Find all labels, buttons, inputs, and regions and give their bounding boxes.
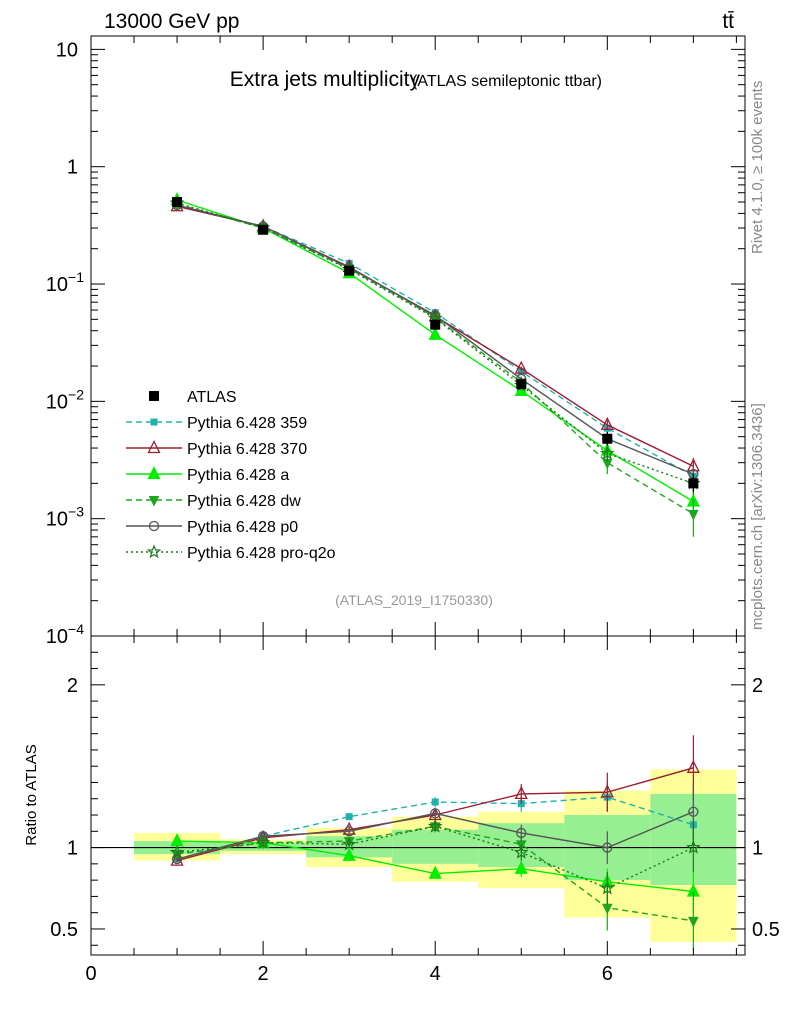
ratio-point-1 (600, 784, 614, 798)
legend-marker (148, 496, 160, 507)
data-point (258, 224, 269, 235)
legend-label: ATLAS (187, 389, 237, 406)
ratio-y-tick-label: 0.5 (50, 919, 78, 941)
ratio-point-2 (342, 847, 356, 861)
legend-marker (147, 466, 161, 480)
legend-label: Pythia 6.428 p0 (187, 519, 298, 536)
ratio-point-4 (430, 808, 441, 819)
plot-subtitle: (ATLAS semileptonic ttbar) (412, 73, 602, 90)
legend-label: Pythia 6.428 dw (187, 493, 301, 510)
rivet-label: Rivet 4.1.0, ≥ 100k events (749, 81, 766, 254)
y-tick-label: 10−1 (46, 269, 84, 296)
data-point (516, 379, 527, 390)
ratio-point-2 (514, 860, 528, 874)
ratio-point-3 (688, 916, 699, 928)
ratio-point-4 (344, 826, 355, 837)
series-point-5 (600, 445, 615, 460)
ratio-point-5 (255, 835, 271, 849)
ratio-point-5 (513, 844, 529, 859)
series-point-2 (428, 326, 442, 340)
x-tick-label: 2 (258, 963, 269, 985)
ratio-ylabel: Ratio to ATLAS (23, 744, 40, 845)
y-tick-label: 10−3 (46, 504, 84, 531)
y-tick-label: 10 (56, 39, 78, 61)
data-point (430, 319, 441, 330)
ratio-point-5 (686, 839, 701, 854)
series-point-0 (517, 367, 525, 375)
series-line-0 (176, 204, 694, 477)
legend-marker (150, 418, 158, 426)
ratio-point-1 (514, 785, 528, 800)
data-point (688, 478, 699, 489)
ratio-y-tick-label-right: 0.5 (752, 919, 780, 941)
y-tick-label: 10−2 (46, 386, 84, 413)
ratio-y-tick-label: 2 (67, 675, 78, 697)
ratio-y-tick-label: 1 (67, 838, 78, 860)
ratio-plot: 2 2 1 1 0.5 0.5 0 2 4 6 (50, 635, 780, 985)
ratio-point-4 (516, 827, 527, 839)
process-label: tt̄ (722, 10, 734, 33)
ratio-point-4 (688, 806, 699, 817)
legend-marker (146, 544, 162, 559)
legend-label: Pythia 6.428 370 (187, 441, 307, 458)
ratio-point-1 (686, 759, 700, 773)
data-point (172, 197, 183, 208)
ratio-point-1 (170, 852, 184, 866)
plot-title: Extra jets multiplicity (230, 68, 421, 91)
x-tick-label: 6 (602, 963, 613, 985)
ratio-point-4 (602, 842, 613, 853)
data-point (344, 265, 355, 276)
series-point-1 (600, 416, 614, 431)
x-tick-label: 4 (430, 963, 441, 985)
x-tick-label: 0 (85, 963, 96, 985)
y-tick-label: 1 (67, 157, 78, 179)
legend-marker (148, 520, 160, 532)
legend-label: Pythia 6.428 pro-q2o (187, 545, 336, 562)
series-point-3 (688, 509, 699, 521)
ratio-point-0 (431, 798, 439, 806)
ratio-point-5 (427, 818, 443, 833)
data-point (602, 433, 613, 444)
ratio-y-tick-label-right: 2 (752, 675, 763, 697)
y-tick-label: 10−4 (46, 621, 84, 648)
ratio-plot-frame (90, 635, 746, 956)
main-plot: 10 1 10−1 10−2 10−3 10−4 ATLAS Pythia 6.428 359… (46, 35, 746, 648)
ratio-y-tick-label-right: 1 (752, 838, 763, 860)
analysis-tag: (ATLAS_2019_I1750330) (335, 592, 493, 608)
legend-marker (147, 440, 161, 454)
ratio-point-5 (169, 844, 185, 859)
ratio-point-5 (600, 880, 615, 895)
legend-marker (149, 391, 159, 401)
series-point-1 (514, 360, 528, 374)
ratio-point-0 (345, 813, 353, 821)
energy-label: 13000 GeV pp (104, 10, 239, 33)
ratio-point-4 (257, 831, 269, 842)
mcplots-label: mcplots.cern.ch [arXiv:1306.3436] (749, 403, 766, 630)
legend-label: Pythia 6.428 359 (187, 415, 307, 432)
legend-label: Pythia 6.428 a (187, 467, 289, 484)
ratio-point-2 (428, 865, 442, 879)
ratio-point-5 (341, 836, 357, 851)
